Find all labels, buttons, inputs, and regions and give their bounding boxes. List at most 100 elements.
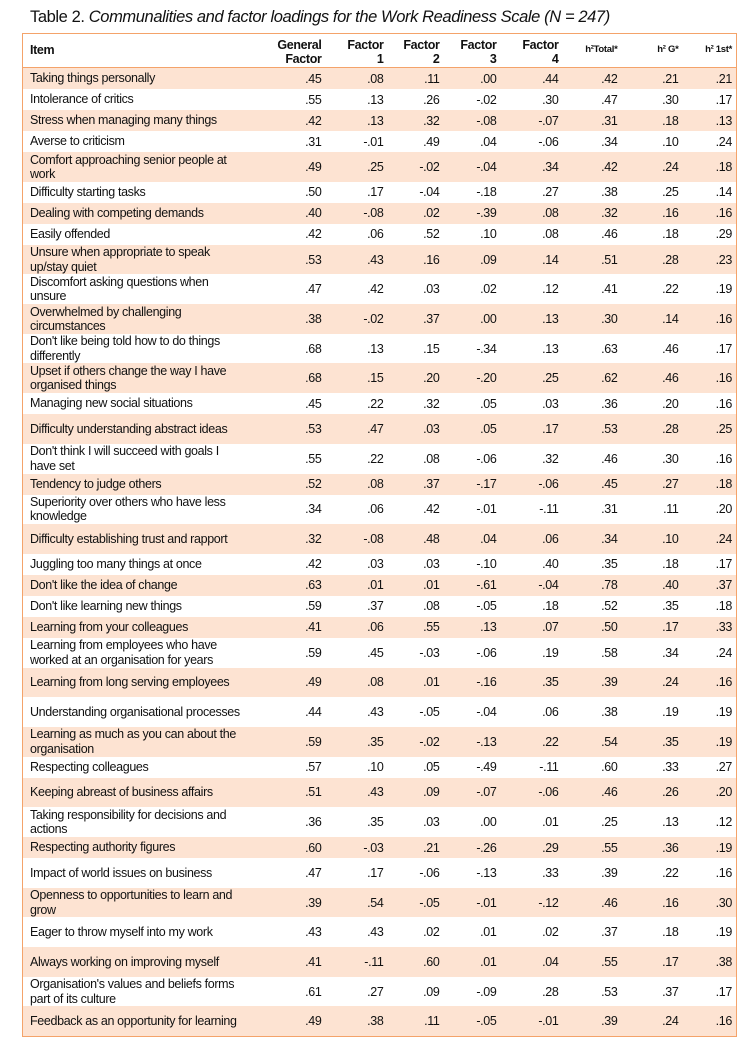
cell-general-factor: .43: [305, 925, 322, 940]
cell-h2-1st: .16: [682, 667, 737, 698]
item-label: Comfort approaching senior people at wor…: [22, 152, 249, 182]
cell-factor-2: -.03: [419, 645, 440, 660]
cell-factor-1: .06: [325, 616, 388, 638]
cell-factor-4: .07: [500, 616, 563, 638]
cell-h2-1st: .17: [715, 984, 733, 999]
cell-factor-2: .05: [423, 760, 440, 775]
item-label: Difficulty starting tasks: [30, 185, 146, 200]
item-label: Superiority over others who have less kn…: [30, 495, 226, 524]
cell-general-factor: .42: [305, 557, 322, 572]
cell-h2-g: .20: [662, 396, 679, 411]
cell-h2-total: .38: [601, 705, 618, 720]
cell-factor-1: .15: [325, 363, 388, 394]
item-label: Respecting colleagues: [30, 759, 149, 774]
item-label: Learning as much as you can about the or…: [22, 726, 249, 757]
cell-h2-g: .16: [621, 202, 683, 224]
cell-factor-4: -.07: [500, 110, 563, 131]
cell-h2-total: .31: [601, 502, 618, 517]
table-row: Difficulty understanding abstract ideas.…: [22, 414, 737, 444]
item-label: Overwhelmed by challenging circumstances: [22, 304, 249, 334]
cell-h2-g: .27: [621, 473, 683, 495]
cell-factor-1: .13: [325, 110, 388, 131]
cell-h2-1st: .19: [715, 925, 733, 940]
cell-general-factor: .32: [248, 524, 326, 554]
cell-factor-4: -.11: [539, 760, 559, 775]
cell-h2-total: .38: [601, 185, 618, 200]
cell-h2-1st: .38: [682, 947, 737, 977]
cell-h2-g: .30: [662, 92, 679, 107]
cell-h2-g: .24: [621, 1006, 683, 1037]
cell-factor-1: .06: [367, 227, 384, 242]
item-label: Learning from employees who have worked …: [30, 638, 217, 667]
column-header-factor-3: Factor 3: [443, 33, 501, 68]
cell-h2-total: .63: [601, 341, 618, 356]
cell-general-factor: .55: [305, 451, 322, 466]
cell-general-factor: .41: [248, 616, 326, 638]
item-label: Don't like being told how to do things d…: [30, 334, 220, 363]
item-label: Don't like learning new things: [30, 599, 182, 614]
cell-h2-1st: .16: [715, 396, 733, 411]
cell-h2-g: .40: [621, 574, 683, 596]
cell-factor-4: .32: [542, 451, 559, 466]
cell-h2-g: .22: [662, 865, 679, 880]
column-header-factor-4: Factor 4: [500, 33, 563, 68]
cell-factor-3: .05: [443, 414, 501, 444]
item-label: Easily offended: [30, 227, 110, 242]
cell-factor-1: .06: [367, 502, 384, 517]
table-caption: Table 2. Communalities and factor loadin…: [30, 8, 610, 27]
cell-h2-1st: .24: [715, 134, 733, 149]
cell-factor-1: .03: [367, 557, 384, 572]
table-row: Dealing with competing demands .40 -.08.02…: [22, 202, 737, 224]
cell-factor-2: -.05: [387, 887, 444, 918]
cell-h2-1st: .19: [682, 726, 737, 757]
cell-h2-total: .45: [562, 473, 622, 495]
table-row: Eager to throw myself into my work .43 .43…: [23, 917, 737, 947]
cell-h2-g: .17: [621, 616, 683, 638]
cell-h2-total: .34: [601, 134, 618, 149]
table-row: Learning from long serving employees .49.…: [22, 667, 737, 698]
cell-factor-4: .13: [542, 341, 559, 356]
cell-h2-total: .35: [601, 557, 618, 572]
cell-factor-4: .19: [542, 645, 559, 660]
cell-general-factor: .42: [248, 110, 326, 131]
cell-factor-4: .40: [542, 557, 559, 572]
cell-factor-2: .02: [423, 925, 440, 940]
cell-factor-4: .27: [542, 185, 559, 200]
cell-factor-4: .03: [542, 396, 559, 411]
cell-h2-g: .35: [621, 726, 683, 757]
cell-factor-4: .08: [542, 227, 559, 242]
cell-factor-4: -.04: [500, 574, 563, 596]
cell-general-factor: .57: [305, 760, 322, 775]
cell-h2-1st: .20: [715, 502, 733, 517]
cell-factor-2: -.02: [387, 726, 444, 757]
cell-factor-3: -.05: [443, 1006, 501, 1037]
cell-h2-g: .14: [621, 304, 683, 334]
cell-h2-total: .42: [562, 152, 622, 182]
cell-factor-1: .35: [325, 726, 388, 757]
cell-factor-1: .22: [367, 451, 384, 466]
cell-general-factor: .38: [248, 304, 326, 334]
cell-factor-4: .13: [500, 304, 563, 334]
cell-factor-3: -.01: [476, 502, 497, 517]
cell-factor-4: .33: [542, 865, 559, 880]
cell-factor-3: .05: [480, 396, 497, 411]
cell-factor-4: .12: [542, 282, 559, 297]
header-row: Item General Factor Factor 1 Factor 2 Factor 3 Fa…: [22, 33, 737, 68]
cell-h2-g: .18: [621, 110, 683, 131]
cell-factor-4: .18: [542, 599, 559, 614]
cell-factor-4: .06: [500, 524, 563, 554]
cell-general-factor: .52: [248, 473, 326, 495]
cell-factor-1: .25: [325, 152, 388, 182]
table-row: Discomfort asking questions when unsure.…: [23, 274, 737, 304]
table-number: Table 2.: [30, 8, 89, 26]
cell-h2-total: .30: [562, 304, 622, 334]
cell-factor-2: -.05: [419, 705, 440, 720]
cell-factor-3: .00: [443, 304, 501, 334]
cell-factor-2: .01: [387, 667, 444, 698]
cell-h2-1st: .16: [682, 363, 737, 394]
cell-h2-total: .39: [562, 1006, 622, 1037]
cell-factor-2: .20: [387, 363, 444, 394]
table-row: Superiority over others who have less kn…: [23, 495, 737, 525]
item-label: Stress when managing many things: [22, 110, 249, 131]
cell-h2-1st: .16: [682, 304, 737, 334]
